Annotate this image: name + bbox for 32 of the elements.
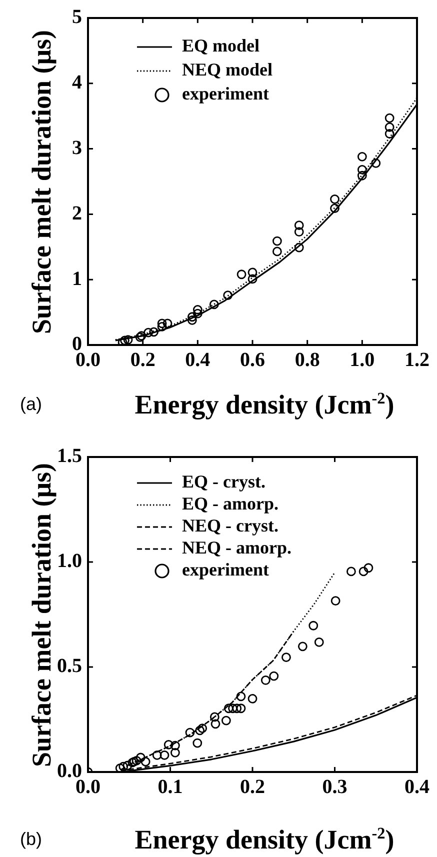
x-axis-title: Energy density (Jcm$^{-2}$) bbox=[134, 824, 394, 856]
y-axis-title: Surface melt duration (μs) bbox=[26, 462, 58, 767]
x-tick-label: 0.4 bbox=[404, 776, 430, 798]
x-tick-label: 0.4 bbox=[185, 349, 210, 372]
legend-label: NEQ - cryst. bbox=[182, 516, 278, 536]
legend-label: experiment bbox=[182, 560, 269, 580]
x-tick-label: 0.8 bbox=[294, 349, 320, 372]
y-tick-label: 2 bbox=[72, 202, 82, 224]
legend-label: experiment bbox=[182, 84, 269, 104]
x-tick-label: 0.1 bbox=[158, 776, 183, 798]
y-tick-label: 4 bbox=[72, 72, 82, 94]
x-tick-label: 0.2 bbox=[240, 776, 265, 798]
x-tick-label: 1.0 bbox=[350, 349, 375, 372]
y-tick-label: 1.5 bbox=[57, 445, 82, 468]
legend-label: NEQ - amorp. bbox=[182, 538, 292, 558]
x-axis-title: Energy density (Jcm$^{-2}$) bbox=[134, 390, 394, 420]
text: (b) bbox=[20, 829, 42, 850]
x-tick-label: 1.2 bbox=[404, 349, 430, 372]
y-tick-label: 3 bbox=[72, 136, 82, 159]
text: (a) bbox=[20, 394, 42, 415]
x-tick-label: 0.3 bbox=[322, 776, 348, 798]
legend-label: NEQ model bbox=[182, 60, 273, 80]
legend-label: EQ - cryst. bbox=[182, 472, 266, 492]
y-axis-title: Surface melt duration (μs) bbox=[26, 29, 58, 334]
x-tick-label: 0.2 bbox=[130, 349, 156, 372]
legend-label: EQ - amorp. bbox=[182, 494, 278, 514]
x-tick-label: 0.6 bbox=[240, 349, 265, 372]
y-tick-label: 5 bbox=[72, 6, 82, 28]
legend-label: EQ model bbox=[182, 36, 260, 56]
y-tick-label: 1 bbox=[72, 268, 82, 290]
y-tick-label: 1.0 bbox=[57, 550, 82, 572]
y-tick-label: 0.5 bbox=[57, 655, 82, 678]
